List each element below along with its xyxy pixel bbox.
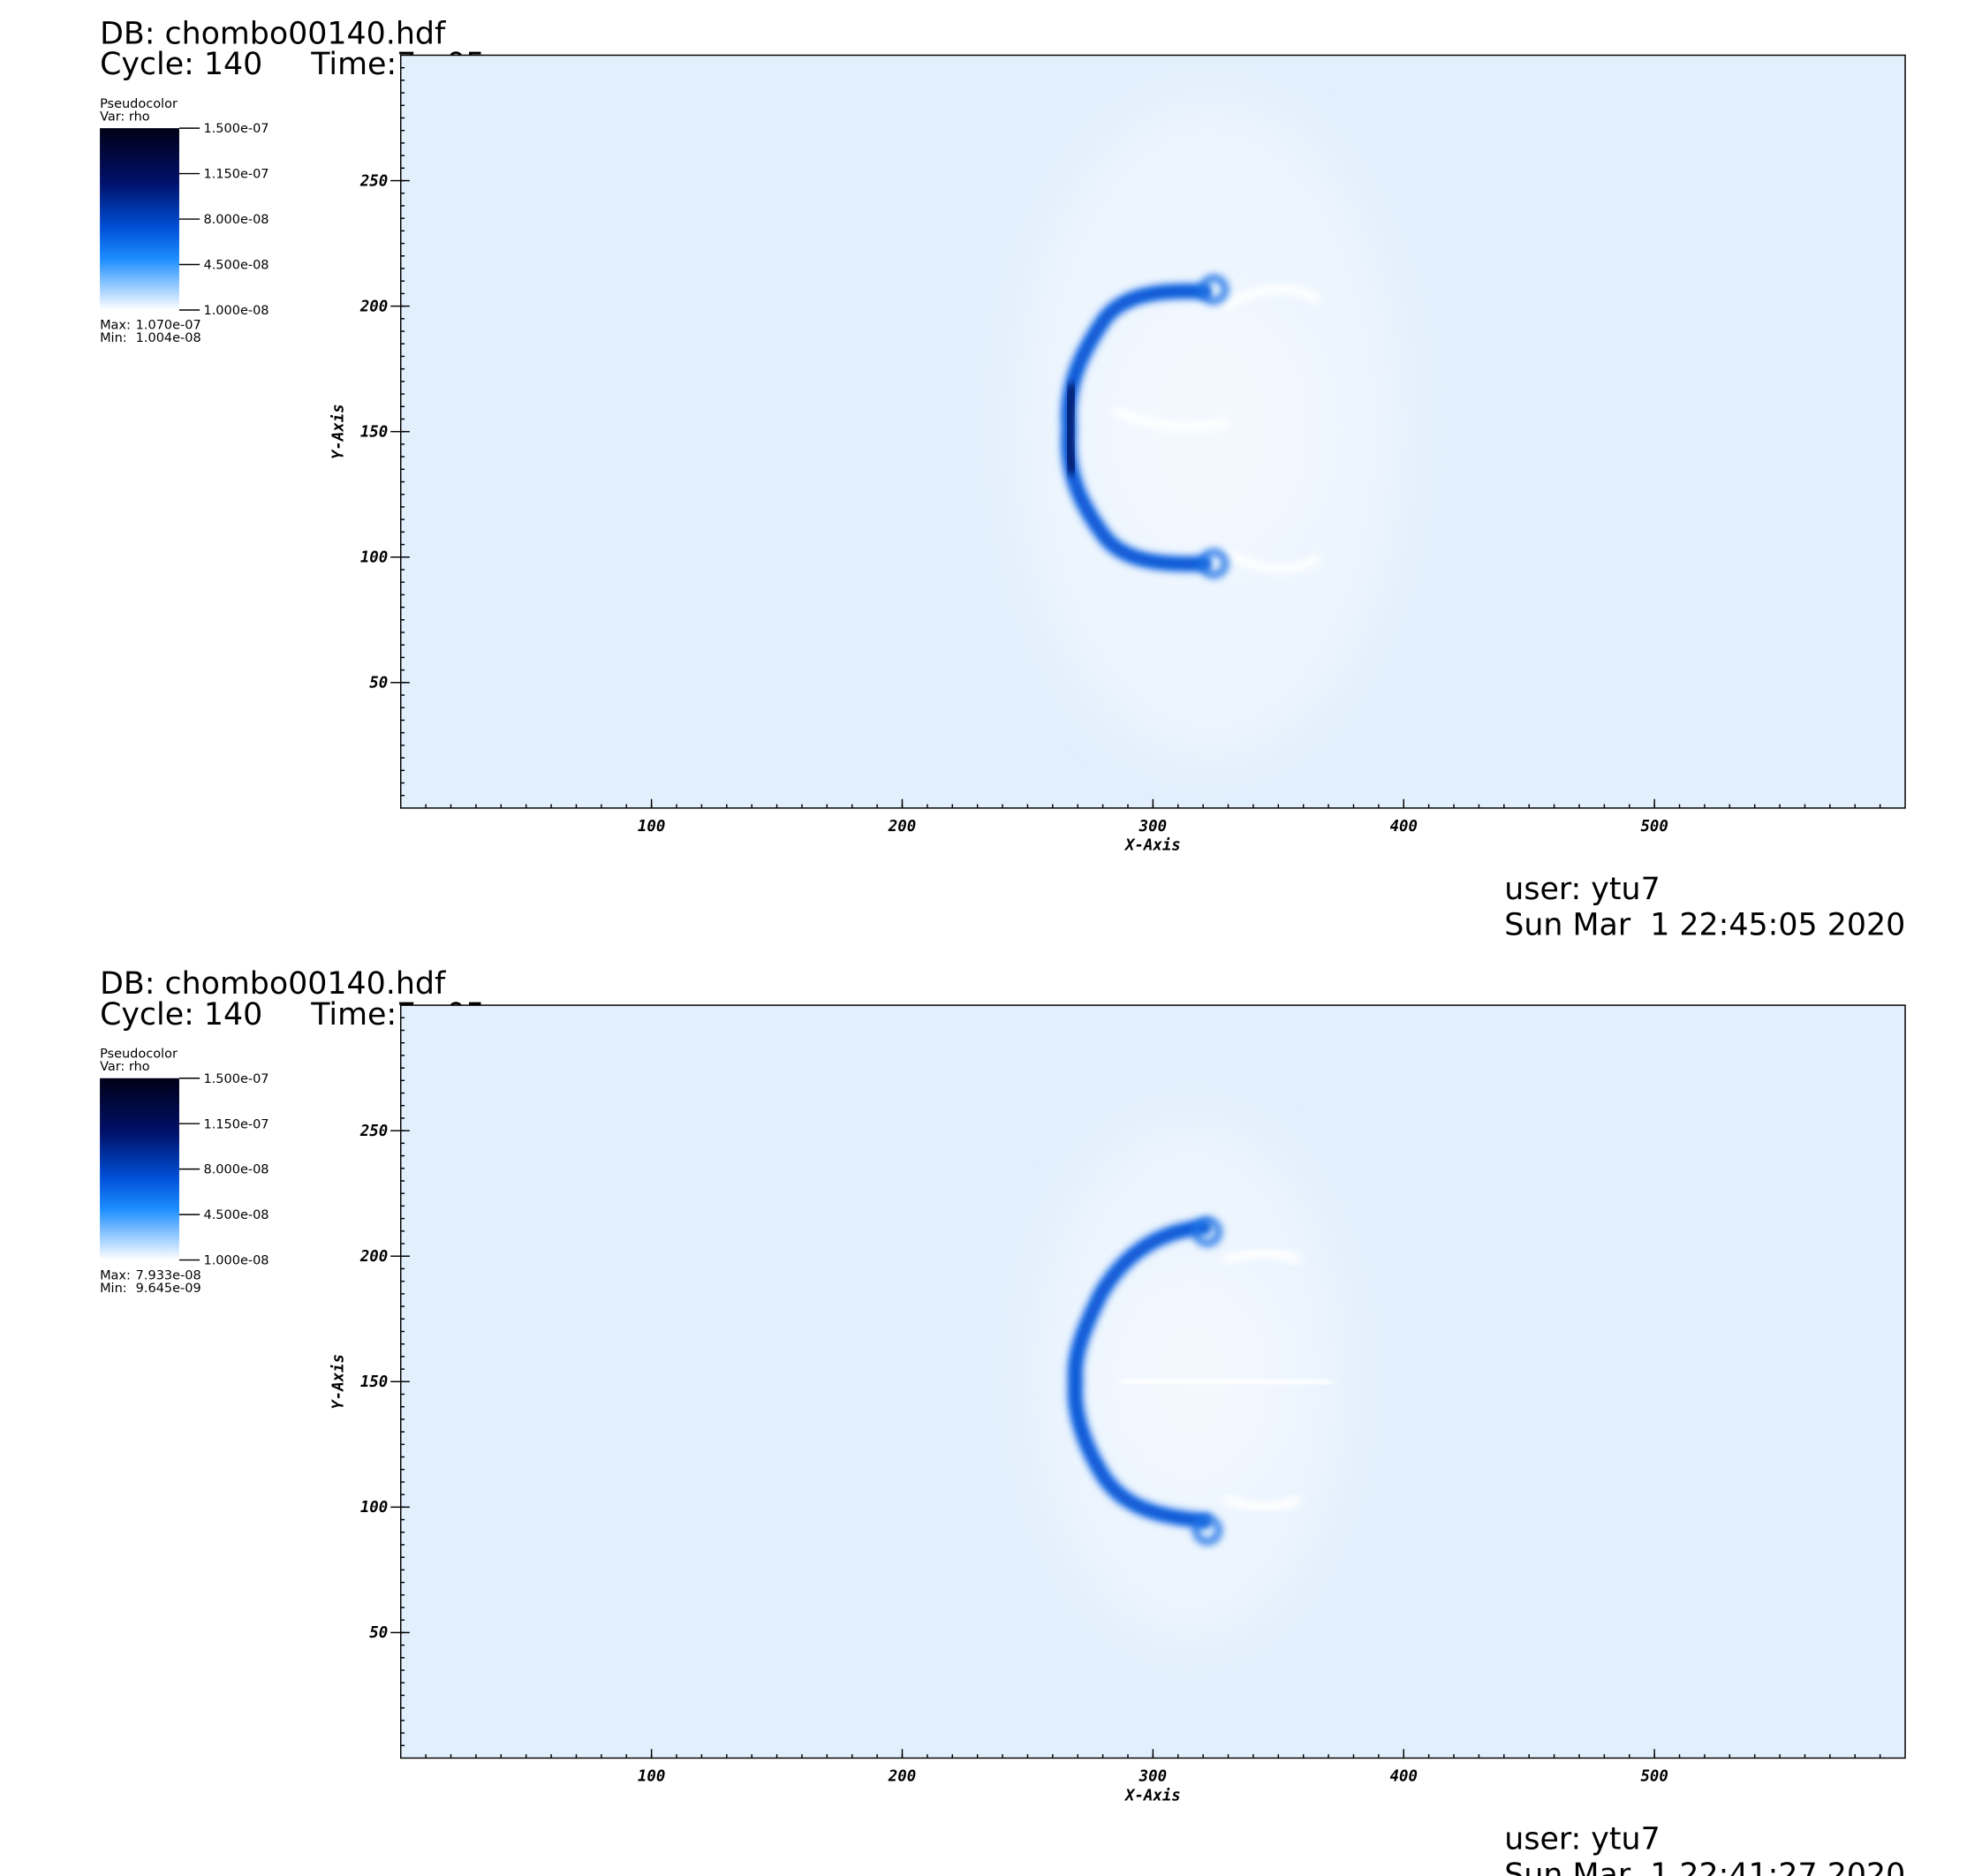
- wisp: [1220, 284, 1322, 312]
- y-tick-label: 50: [369, 675, 388, 692]
- y-tick-label: 200: [359, 298, 388, 315]
- date: Sun Mar 1 22:41:27 2020: [1504, 1857, 1905, 1876]
- db-title: DB: chombo00140.hdf: [100, 16, 446, 51]
- colorbar-tick-label: 1.150e-07: [203, 1117, 269, 1131]
- legend-title: Pseudocolor: [100, 97, 178, 111]
- legend-var: Var: rho: [100, 110, 150, 124]
- density-front-core: [1072, 1223, 1211, 1524]
- x-tick-label: 500: [1640, 1768, 1668, 1786]
- y-tick-label: 250: [359, 172, 388, 190]
- colorbar-tick-label: 4.500e-08: [203, 259, 269, 273]
- x-tick-label: 300: [1139, 818, 1167, 836]
- cycle: Cycle: 140: [100, 997, 262, 1033]
- x-axis-label: X-Axis: [1123, 837, 1181, 855]
- wisp: [1220, 547, 1322, 573]
- y-tick-label: 200: [359, 1248, 388, 1266]
- x-tick-label: 200: [888, 1768, 916, 1786]
- colorbar-tick-label: 1.000e-08: [203, 1254, 269, 1268]
- vortex: [1192, 1515, 1222, 1546]
- colorbar-tick-label: 1.150e-07: [203, 168, 269, 182]
- x-tick-label: 500: [1640, 818, 1668, 836]
- y-tick-label: 50: [369, 1624, 388, 1642]
- y-axis-label: Y-Axis: [329, 404, 347, 459]
- max-label: Max:: [100, 319, 131, 333]
- date: Sun Mar 1 22:45:05 2020: [1504, 907, 1905, 942]
- y-tick-label: 150: [360, 423, 388, 441]
- wisp: [1111, 405, 1230, 431]
- min-value: 9.645e-09: [136, 1282, 201, 1296]
- density-peak: [1063, 382, 1078, 475]
- wisp: [1221, 1494, 1303, 1512]
- max-value: 1.070e-07: [136, 319, 201, 333]
- x-tick-label: 200: [888, 818, 916, 836]
- y-axis-label: Y-Axis: [329, 1354, 347, 1410]
- vortex: [1199, 548, 1229, 579]
- max-label: Max:: [100, 1268, 131, 1282]
- x-tick-label: 300: [1139, 1768, 1167, 1786]
- y-tick-label: 250: [359, 1123, 388, 1140]
- min-value: 1.004e-08: [136, 331, 201, 345]
- colorbar-tick-label: 1.000e-08: [203, 304, 269, 318]
- x-tick-label: 100: [638, 818, 665, 836]
- vortex: [1199, 275, 1229, 305]
- max-value: 7.933e-08: [136, 1268, 201, 1282]
- colorbar-tick-label: 1.500e-07: [203, 1072, 269, 1086]
- colorbar-tick-label: 4.500e-08: [203, 1208, 269, 1222]
- legend-var: Var: rho: [100, 1060, 150, 1074]
- legend-title: Pseudocolor: [100, 1048, 178, 1062]
- y-tick-label: 150: [360, 1373, 388, 1391]
- colorbar: [100, 128, 179, 310]
- density-field: [1037, 1123, 1345, 1637]
- x-tick-label: 400: [1390, 1768, 1418, 1786]
- colorbar-tick-label: 1.500e-07: [203, 122, 269, 136]
- user: user: ytu7: [1504, 872, 1660, 907]
- x-tick-label: 100: [638, 1768, 665, 1786]
- db-title: DB: chombo00140.hdf: [100, 966, 446, 1002]
- min-label: Min:: [100, 331, 127, 345]
- vortex: [1192, 1217, 1222, 1247]
- y-tick-label: 100: [360, 1499, 388, 1517]
- colorbar: [100, 1078, 179, 1260]
- x-axis-label: X-Axis: [1123, 1787, 1181, 1804]
- colorbar-tick-label: 8.000e-08: [203, 1163, 269, 1177]
- density-field: [1017, 102, 1403, 756]
- user: user: ytu7: [1504, 1821, 1660, 1857]
- colorbar-tick-label: 8.000e-08: [203, 213, 269, 227]
- x-tick-label: 400: [1390, 818, 1418, 836]
- min-label: Min:: [100, 1282, 127, 1296]
- y-tick-label: 100: [360, 549, 388, 567]
- wisp: [1120, 1375, 1332, 1388]
- cycle: Cycle: 140: [100, 47, 262, 82]
- wisp: [1221, 1248, 1303, 1266]
